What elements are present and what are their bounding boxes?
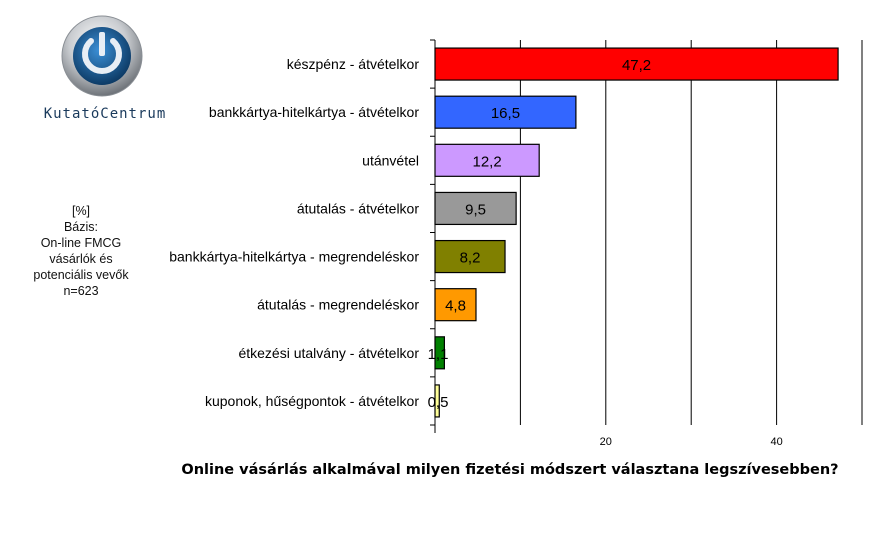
category-label: utánvétel [362,152,419,168]
x-tick-label: 20 [600,436,612,448]
base-line: potenciális vevők [33,268,129,282]
unit-label: [%] [71,204,91,218]
bar [434,47,839,81]
bar [434,95,577,129]
bar [434,336,445,370]
base-line: On-line FMCG [40,236,122,250]
sample-size: n=623 [63,284,99,298]
bar [434,288,477,322]
chart-base-info: [%] Bázis: On-line FMCG vásárlók és pote… [20,203,142,299]
data-label: 16,5 [491,105,520,122]
power-logo-icon [61,15,143,97]
base-line: vásárlók és [49,252,113,266]
bar [434,143,540,177]
bar [434,191,517,226]
data-label: 4,8 [445,298,466,315]
x-tick-label: 40 [770,436,782,448]
category-label: étkezési utalvány - átvételkor [238,345,419,361]
bar [434,239,506,274]
category-label: átutalás - megrendeléskor [257,297,419,313]
brand-name: KutatóCentrum [43,106,167,122]
category-label: bankkártya-hitelkártya - megrendeléskor [169,249,419,265]
data-label: 1,1 [428,346,449,363]
data-label: 9,5 [465,201,486,218]
logo: KutatóCentrum [30,14,180,124]
bar-chart: készpénz - átvételkor 47,2 bankkártya-hite… [169,39,863,448]
data-label: 8,2 [460,250,481,267]
category-label: készpénz - átvételkor [287,56,420,72]
bar [434,384,440,418]
category-label: kuponok, hűségpontok - átvételkor [205,393,419,409]
data-label: 0,5 [428,394,449,411]
data-label: 47,2 [622,57,651,74]
category-label: átutalás - átvételkor [297,200,420,216]
data-label: 12,2 [472,153,501,170]
category-label: bankkártya-hitelkártya - átvételkor [209,104,419,120]
base-label: Bázis: [63,220,99,234]
chart-title: Online vásárlás alkalmával milyen fizeté… [181,462,839,478]
